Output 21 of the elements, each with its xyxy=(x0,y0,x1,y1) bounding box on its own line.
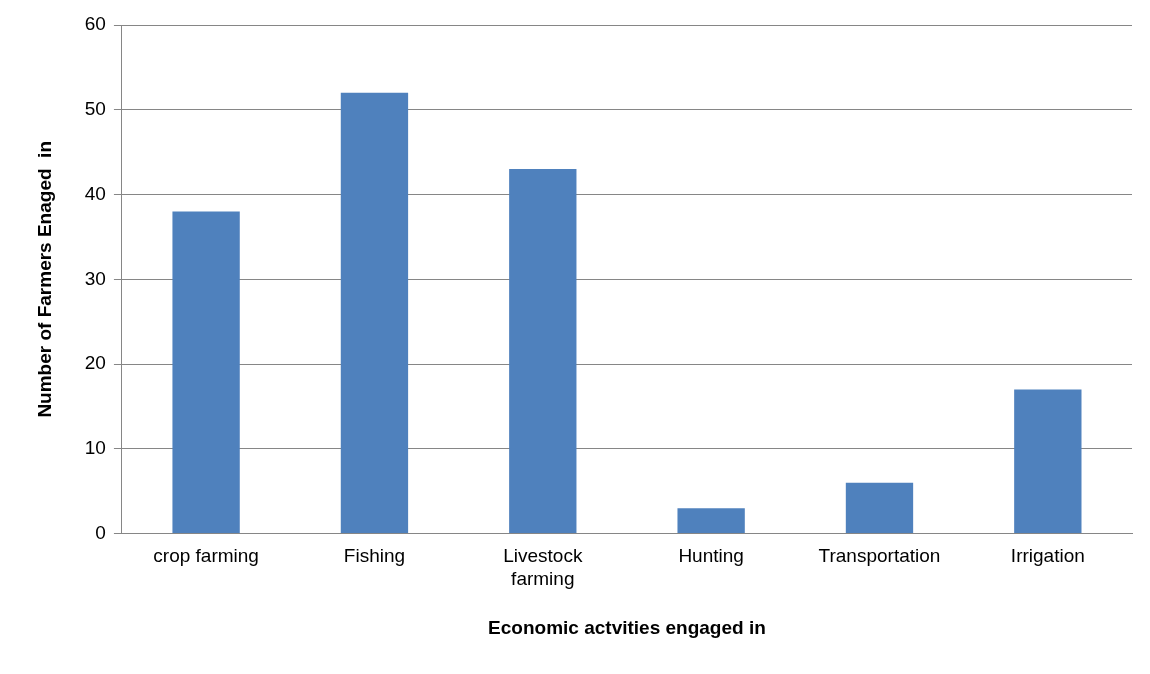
bar xyxy=(677,508,745,534)
x-tick-label: Transportation xyxy=(818,545,941,567)
x-tick-label: crop farming xyxy=(153,545,259,567)
x-tick-label: Livestock farming xyxy=(503,545,583,590)
x-tick-label: Irrigation xyxy=(1010,545,1085,567)
y-tick-label: 10 xyxy=(84,437,106,459)
x-tick-label: Fishing xyxy=(343,545,406,567)
y-tick-label: 0 xyxy=(95,521,106,543)
bar xyxy=(172,211,240,534)
y-tick-label: 30 xyxy=(84,267,106,289)
y-tick-label: 20 xyxy=(84,352,106,374)
x-tick-label: Hunting xyxy=(678,545,744,567)
bar xyxy=(1014,389,1082,534)
x-axis-title: Economic actvities engaged in xyxy=(488,616,766,638)
bar xyxy=(509,169,577,534)
bar xyxy=(340,92,409,534)
bar xyxy=(845,482,914,534)
y-tick-label: 40 xyxy=(84,182,106,204)
y-axis-title: Number of Farmers Enaged in xyxy=(33,140,55,418)
y-tick-label: 50 xyxy=(84,98,106,119)
y-tick-label: 60 xyxy=(84,13,106,35)
